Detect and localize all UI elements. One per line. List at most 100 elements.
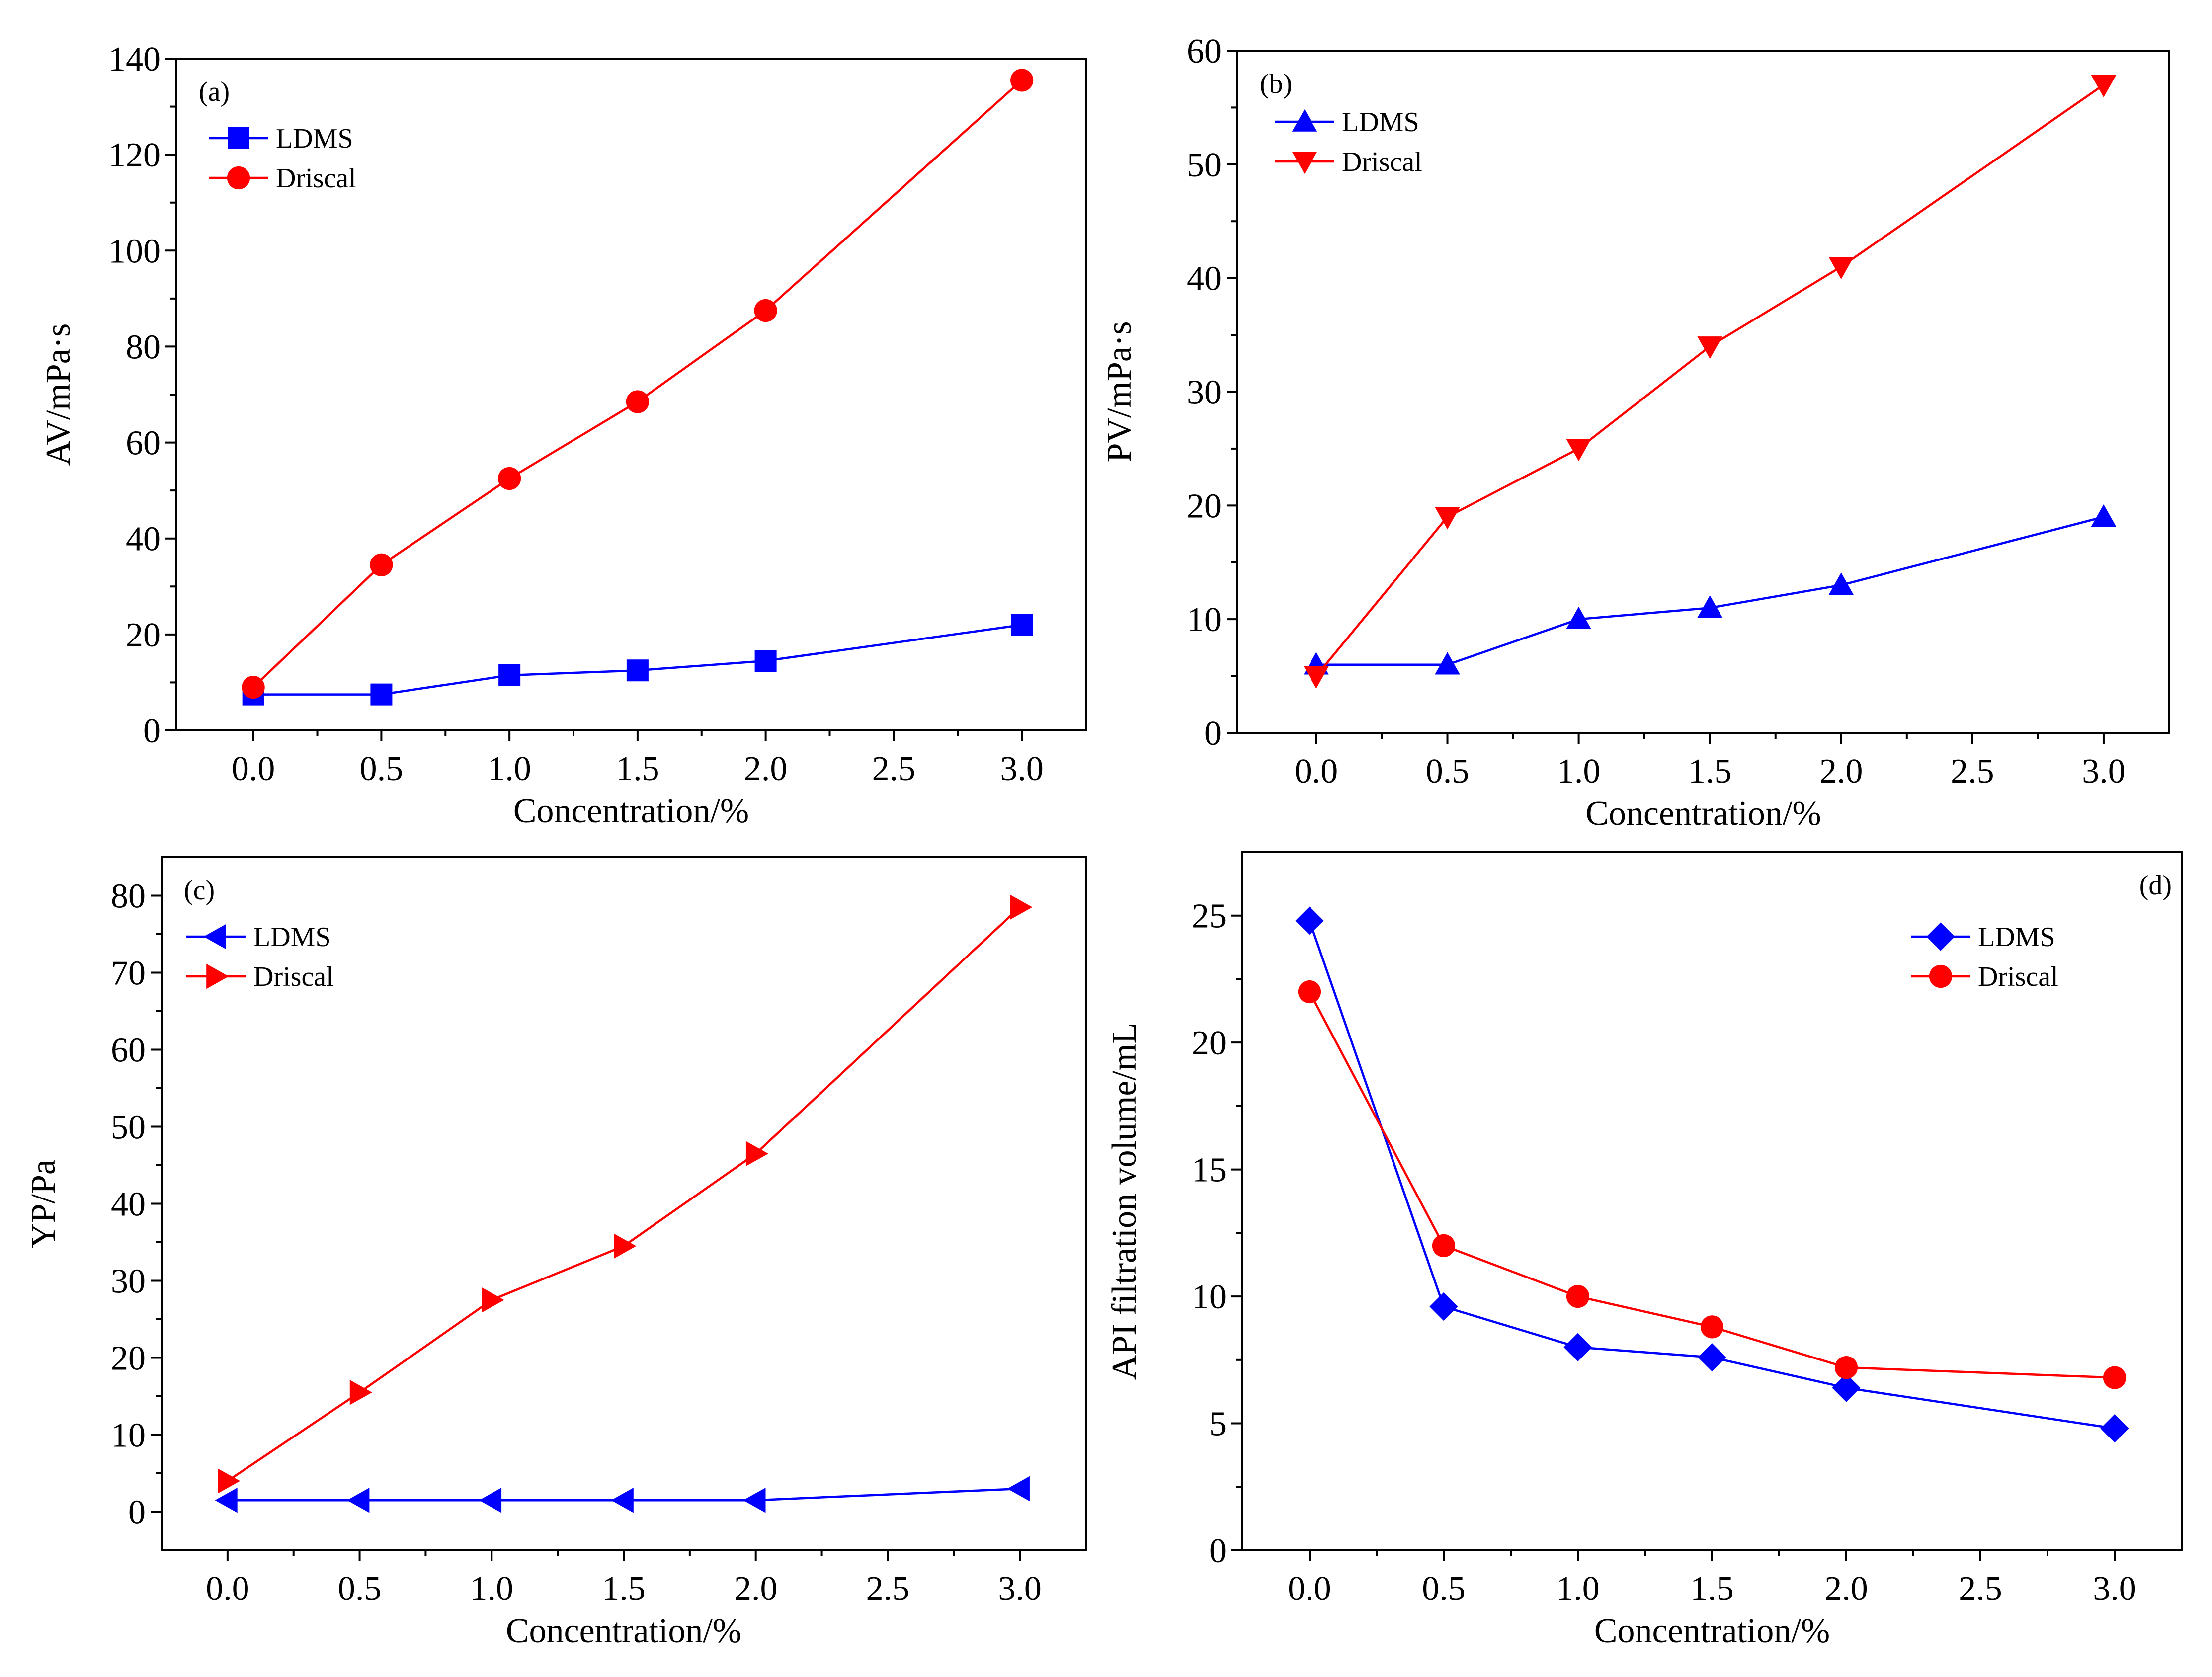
legend-marker <box>227 166 250 190</box>
series-driscal <box>242 69 1034 699</box>
x-axis-title: Concentration/% <box>1594 1612 1830 1650</box>
data-point-driscal <box>754 299 777 322</box>
y-tick-label: 0 <box>143 712 161 750</box>
legend-marker <box>1292 109 1317 132</box>
data-point-ldms <box>1429 1292 1458 1321</box>
legend-label: Driscal <box>276 163 356 194</box>
x-tick-label: 0.0 <box>1295 752 1338 791</box>
y-axis-title: API filtration volume/mL <box>1105 1023 1144 1380</box>
y-tick-label: 50 <box>1187 146 1222 184</box>
data-point-driscal <box>1298 980 1321 1004</box>
y-tick-label: 15 <box>1192 1151 1227 1190</box>
legend-label: LDMS <box>253 922 331 953</box>
data-point-driscal <box>1834 1356 1858 1379</box>
series-driscal <box>1304 75 2117 689</box>
panel-3: 0.0 0.5 1.0 1.5 2.0 2.5 3.0 0 5 10 15 20 25 Concentra… <box>1105 851 2183 1650</box>
data-point-driscal <box>1566 439 1591 462</box>
legend-label: Driscal <box>1978 961 2058 992</box>
x-tick-label: 0.5 <box>338 1570 382 1608</box>
y-axis-title: AV/mPa·s <box>39 323 78 466</box>
data-point-driscal <box>1435 507 1460 530</box>
y-axis-title: PV/mPa·s <box>1100 321 1139 463</box>
y-tick-label: 30 <box>111 1263 146 1301</box>
legend-label: LDMS <box>1342 107 1419 138</box>
x-tick-label: 1.0 <box>1556 1570 1600 1608</box>
data-point-ldms <box>611 1487 634 1513</box>
y-tick-label: 80 <box>126 328 161 366</box>
x-tick-label: 0.0 <box>206 1570 249 1608</box>
x-tick-label: 0.0 <box>232 750 275 788</box>
data-point-ldms <box>2091 504 2117 527</box>
data-point-ldms <box>479 1487 502 1513</box>
data-point-ldms <box>2100 1414 2129 1443</box>
legend-marker <box>228 127 249 149</box>
data-point-driscal <box>1697 336 1723 359</box>
data-point-driscal <box>1828 256 1854 280</box>
x-tick-label: 0.5 <box>1422 1570 1466 1608</box>
x-tick-label: 1.5 <box>602 1570 646 1608</box>
series-ldms <box>1304 504 2117 675</box>
y-tick-label: 120 <box>108 136 161 174</box>
x-tick-label: 1.0 <box>488 750 531 788</box>
series-line-driscal <box>227 906 1021 1482</box>
data-point-driscal <box>242 675 265 699</box>
x-tick-label: 2.0 <box>1819 752 1863 791</box>
series-line-driscal <box>1309 991 2115 1379</box>
plot-frame <box>1241 851 2183 1551</box>
data-point-driscal <box>2103 1366 2127 1389</box>
x-tick-label: 2.5 <box>866 1570 910 1608</box>
y-tick-label: 50 <box>111 1109 146 1147</box>
x-tick-label: 3.0 <box>1000 750 1044 788</box>
data-point-ldms <box>743 1487 766 1513</box>
data-point-driscal <box>626 390 649 413</box>
x-tick-label: 0.5 <box>360 750 404 788</box>
data-point-driscal <box>614 1233 637 1259</box>
legend-marker <box>206 963 229 989</box>
legend: LDMS Driscal <box>186 922 334 992</box>
y-tick-label: 20 <box>126 616 161 654</box>
legend-marker <box>1926 922 1955 951</box>
y-tick-label: 10 <box>111 1417 146 1455</box>
legend-marker <box>203 924 226 950</box>
legend: LDMS Driscal <box>1275 107 1422 177</box>
y-tick-label: 20 <box>1187 487 1222 525</box>
data-point-ldms <box>1011 614 1033 636</box>
x-axis-title: Concentration/% <box>513 792 749 830</box>
data-point-driscal <box>498 467 521 490</box>
panel-label: (c) <box>184 875 215 906</box>
x-tick-label: 3.0 <box>2093 1570 2136 1608</box>
panel-1: 0.0 0.5 1.0 1.5 2.0 2.5 3.0 0 10 20 30 40 50 60 Concen… <box>1100 32 2170 833</box>
y-tick-label: 25 <box>1192 897 1227 936</box>
series-line-ldms <box>1308 920 2115 1430</box>
y-tick-label: 0 <box>1204 715 1222 753</box>
data-point-ldms <box>1828 572 1854 595</box>
y-tick-label: 60 <box>126 424 161 463</box>
x-tick-label: 0.0 <box>1288 1570 1331 1608</box>
y-tick-label: 40 <box>1187 260 1222 298</box>
x-tick-label: 1.0 <box>470 1570 514 1608</box>
legend-label: LDMS <box>1978 922 2055 953</box>
y-tick-label: 10 <box>1187 601 1222 639</box>
y-tick-label: 30 <box>1187 374 1222 412</box>
data-point-driscal <box>2091 75 2117 97</box>
legend-marker <box>1292 152 1317 174</box>
data-point-ldms <box>1435 652 1460 675</box>
series-line-driscal <box>1315 83 2105 677</box>
data-point-ldms <box>626 659 649 682</box>
y-tick-label: 60 <box>111 1032 146 1070</box>
data-point-ldms <box>1563 1333 1592 1361</box>
series-line-ldms <box>227 1487 1020 1502</box>
data-point-driscal <box>1010 69 1034 92</box>
y-tick-label: 70 <box>111 955 146 993</box>
x-tick-label: 2.5 <box>1951 752 1994 791</box>
y-tick-label: 40 <box>126 520 161 559</box>
series-driscal <box>1298 980 2127 1389</box>
x-tick-label: 3.0 <box>2082 752 2126 791</box>
panel-0: 0.0 0.5 1.0 1.5 2.0 2.5 3.0 0 20 40 60 80 100 120 140 C… <box>39 40 1087 830</box>
x-tick-label: 1.5 <box>616 750 659 788</box>
x-tick-label: 2.5 <box>872 750 916 788</box>
y-tick-label: 40 <box>111 1186 146 1224</box>
data-point-ldms <box>1566 606 1591 629</box>
panel-label: (d) <box>2139 870 2172 901</box>
